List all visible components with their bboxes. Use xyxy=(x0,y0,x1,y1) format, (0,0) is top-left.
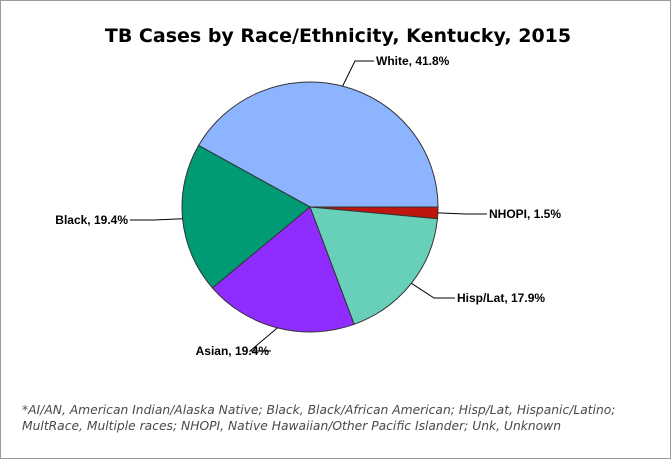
slice-hisp-lat xyxy=(309,206,438,325)
slice-label-white: White, 41.8% xyxy=(376,54,450,68)
slice-label-black: Black, 19.4% xyxy=(55,213,128,227)
leader-line-white xyxy=(342,60,374,87)
footnote: *AI/AN, American Indian/Alaska Native; B… xyxy=(22,403,616,433)
leader-line-nhopi xyxy=(437,212,487,215)
slice-asian xyxy=(211,206,355,333)
slice-label-hisp-lat: Hisp/Lat, 17.9% xyxy=(457,291,545,305)
leader-line-black xyxy=(130,218,183,221)
leader-line-hisp-lat xyxy=(411,282,455,299)
leader-line-asian xyxy=(248,327,278,352)
slice-black xyxy=(181,144,311,289)
slice-label-nhopi: NHOPI, 1.5% xyxy=(489,207,561,221)
slice-white xyxy=(197,81,439,208)
pie-slices xyxy=(181,81,439,333)
chart-title: TB Cases by Race/Ethnicity, Kentucky, 20… xyxy=(105,25,571,47)
slice-labels: White, 41.8% NHOPI, 1.5% Hisp/Lat, 17.9% As… xyxy=(55,54,561,358)
slice-label-asian: Asian, 19.4% xyxy=(196,344,270,358)
